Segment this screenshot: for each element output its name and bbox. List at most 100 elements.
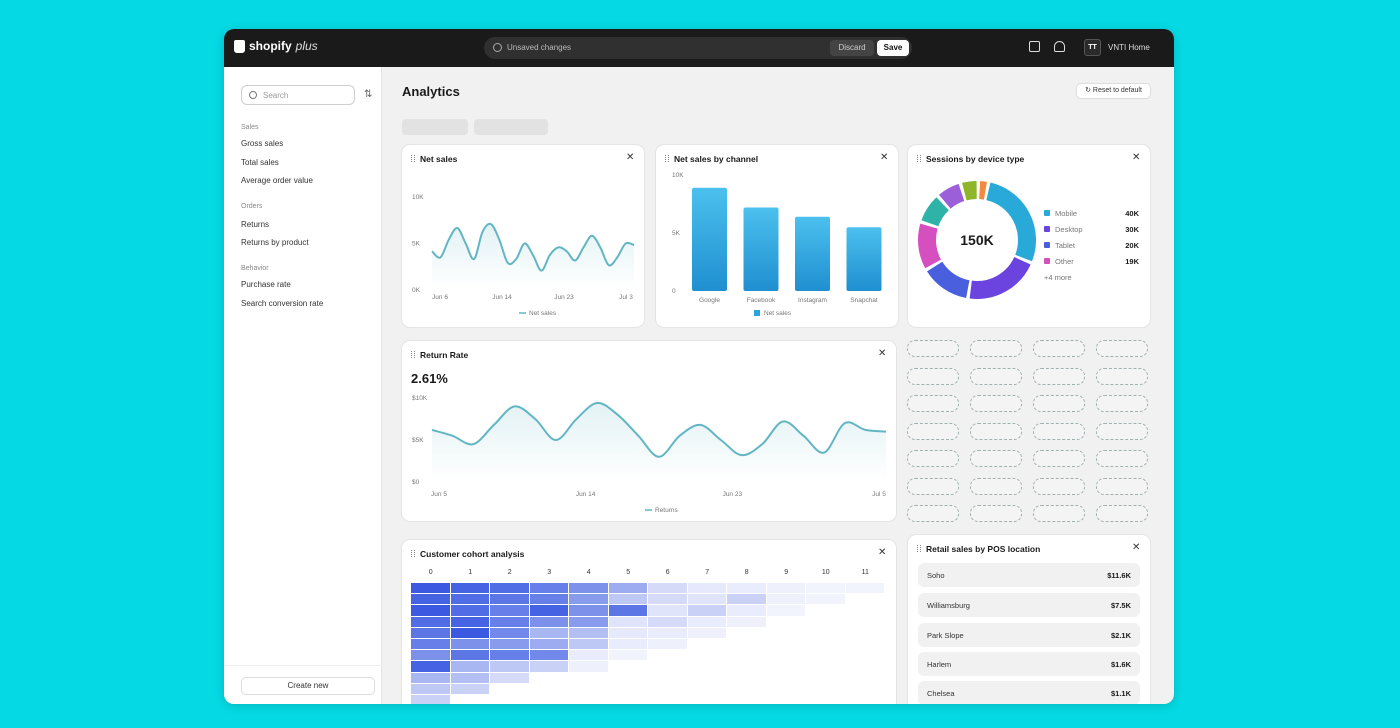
cohort-cell[interactable] xyxy=(569,605,608,616)
cohort-cell[interactable] xyxy=(411,683,450,694)
cohort-cell[interactable] xyxy=(648,583,687,594)
cohort-cell[interactable] xyxy=(490,583,529,594)
cohort-cell[interactable] xyxy=(411,695,450,704)
cohort-cell[interactable] xyxy=(450,683,489,694)
cohort-cell[interactable] xyxy=(648,639,687,650)
comparison-filter-chip[interactable] xyxy=(474,119,548,135)
cohort-cell[interactable] xyxy=(766,605,805,616)
cohort-cell[interactable] xyxy=(569,639,608,650)
cohort-cell[interactable] xyxy=(529,605,568,616)
placeholder-slot[interactable] xyxy=(1033,340,1085,357)
cohort-cell[interactable] xyxy=(569,661,608,672)
cohort-cell[interactable] xyxy=(687,627,726,638)
cohort-cell[interactable] xyxy=(648,616,687,627)
placeholder-slot[interactable] xyxy=(970,505,1022,522)
printer-icon[interactable] xyxy=(1029,41,1040,52)
cohort-cell[interactable] xyxy=(727,616,766,627)
create-new-button[interactable]: Create new xyxy=(241,677,375,695)
cohort-cell[interactable] xyxy=(529,583,568,594)
drag-handle-icon[interactable] xyxy=(917,545,921,552)
bell-icon[interactable] xyxy=(1054,41,1065,52)
legend-more[interactable]: +4 more xyxy=(1044,272,1139,288)
drag-handle-icon[interactable] xyxy=(665,155,669,162)
placeholder-slot[interactable] xyxy=(907,367,959,385)
cohort-cell[interactable] xyxy=(766,583,805,594)
cohort-cell[interactable] xyxy=(569,594,608,605)
sidebar-item-total-sales[interactable]: Total sales xyxy=(241,158,279,167)
cohort-cell[interactable] xyxy=(450,650,489,661)
cohort-cell[interactable] xyxy=(806,594,845,605)
cohort-cell[interactable] xyxy=(411,650,450,661)
cohort-cell[interactable] xyxy=(529,639,568,650)
date-filter-chip[interactable] xyxy=(402,119,468,135)
cohort-cell[interactable] xyxy=(648,594,687,605)
drag-handle-icon[interactable] xyxy=(917,155,921,162)
cohort-cell[interactable] xyxy=(490,605,529,616)
drag-handle-icon[interactable] xyxy=(411,550,415,557)
placeholder-slot[interactable] xyxy=(1096,395,1148,412)
sidebar-item-average-order-value[interactable]: Average order value xyxy=(241,176,313,185)
reset-to-default-button[interactable]: ↻ Reset to default xyxy=(1076,83,1151,99)
cohort-cell[interactable] xyxy=(687,605,726,616)
cohort-cell[interactable] xyxy=(411,605,450,616)
close-icon[interactable]: ✕ xyxy=(878,547,887,558)
cohort-cell[interactable] xyxy=(608,639,647,650)
cohort-cell[interactable] xyxy=(411,616,450,627)
placeholder-slot[interactable] xyxy=(1033,367,1085,385)
cohort-cell[interactable] xyxy=(411,661,450,672)
cohort-cell[interactable] xyxy=(845,583,884,594)
cohort-cell[interactable] xyxy=(529,661,568,672)
cohort-cell[interactable] xyxy=(569,650,608,661)
sidebar-item-purchase-rate[interactable]: Purchase rate xyxy=(241,280,291,289)
cohort-cell[interactable] xyxy=(411,672,450,683)
cohort-cell[interactable] xyxy=(490,661,529,672)
cohort-cell[interactable] xyxy=(450,605,489,616)
cohort-cell[interactable] xyxy=(687,616,726,627)
placeholder-slot[interactable] xyxy=(970,395,1022,412)
placeholder-slot[interactable] xyxy=(907,477,959,495)
placeholder-slot[interactable] xyxy=(970,367,1022,385)
save-button[interactable]: Save xyxy=(877,40,909,56)
placeholder-slot[interactable] xyxy=(1096,367,1148,385)
cohort-cell[interactable] xyxy=(806,583,845,594)
placeholder-slot[interactable] xyxy=(1096,450,1148,467)
cohort-cell[interactable] xyxy=(411,639,450,650)
placeholder-slot[interactable] xyxy=(1033,422,1085,440)
placeholder-slot[interactable] xyxy=(970,422,1022,440)
cohort-cell[interactable] xyxy=(727,605,766,616)
cohort-cell[interactable] xyxy=(648,627,687,638)
cohort-cell[interactable] xyxy=(490,627,529,638)
placeholder-slot[interactable] xyxy=(1033,505,1085,522)
drag-handle-icon[interactable] xyxy=(411,155,415,162)
cohort-cell[interactable] xyxy=(608,627,647,638)
cohort-cell[interactable] xyxy=(529,650,568,661)
cohort-cell[interactable] xyxy=(608,616,647,627)
cohort-cell[interactable] xyxy=(766,594,805,605)
placeholder-slot[interactable] xyxy=(970,450,1022,467)
cohort-cell[interactable] xyxy=(411,627,450,638)
cohort-cell[interactable] xyxy=(450,672,489,683)
placeholder-slot[interactable] xyxy=(1096,422,1148,440)
cohort-cell[interactable] xyxy=(490,650,529,661)
cohort-cell[interactable] xyxy=(490,639,529,650)
placeholder-slot[interactable] xyxy=(907,340,959,357)
sidebar-item-gross-sales[interactable]: Gross sales xyxy=(241,139,284,148)
cohort-cell[interactable] xyxy=(687,583,726,594)
cohort-cell[interactable] xyxy=(450,583,489,594)
placeholder-slot[interactable] xyxy=(970,477,1022,495)
placeholder-slot[interactable] xyxy=(907,395,959,412)
placeholder-slot[interactable] xyxy=(1033,450,1085,467)
cohort-cell[interactable] xyxy=(569,616,608,627)
sidebar-item-returns[interactable]: Returns xyxy=(241,220,270,229)
placeholder-slot[interactable] xyxy=(1096,505,1148,522)
cohort-cell[interactable] xyxy=(608,594,647,605)
pos-row-park-slope[interactable]: Park Slope $2.1K xyxy=(918,623,1140,647)
placeholder-slot[interactable] xyxy=(1096,477,1148,495)
pos-row-harlem[interactable]: Harlem $1.6K xyxy=(918,652,1140,676)
store-name[interactable]: VNTI Home xyxy=(1108,43,1150,52)
cohort-cell[interactable] xyxy=(727,583,766,594)
cohort-cell[interactable] xyxy=(529,616,568,627)
placeholder-slot[interactable] xyxy=(907,505,959,522)
cohort-cell[interactable] xyxy=(450,594,489,605)
cohort-cell[interactable] xyxy=(490,594,529,605)
